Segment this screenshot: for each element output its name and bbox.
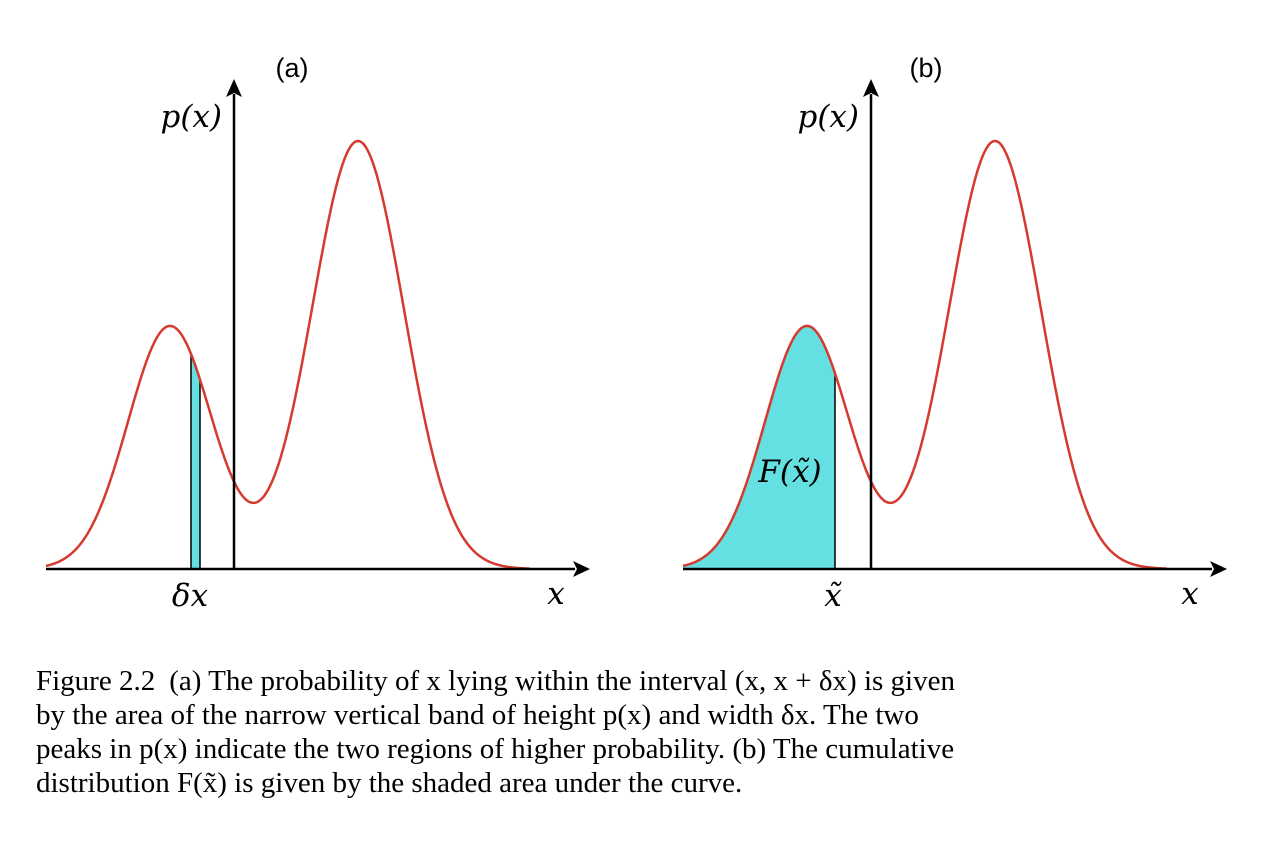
x-axis-label: x — [1181, 576, 1199, 612]
probability-band — [190, 353, 201, 570]
y-axis-arrow-icon — [226, 79, 242, 97]
panel-label: (a) — [276, 53, 309, 83]
figure-label: Figure 2.2 — [36, 665, 156, 697]
figure-caption: Figure 2.2 (a) The probability of x lying… — [36, 664, 1248, 800]
x-axis-arrow-icon — [573, 561, 590, 577]
x-tilde-label: x̃ — [824, 578, 842, 614]
caption-line: by the area of the narrow vertical band … — [36, 699, 919, 731]
x-axis-label: x — [547, 576, 565, 612]
caption-text: (a) The probability of x lying within th… — [169, 665, 955, 697]
cumulative-area — [683, 325, 835, 569]
x-axis-arrow-icon — [1210, 561, 1227, 577]
density-curve — [682, 139, 1167, 570]
cumulative-label: F(x̃) — [757, 454, 821, 490]
density-curve — [45, 139, 530, 570]
y-axis-label: p(x) — [160, 99, 222, 135]
panel-label: (b) — [910, 53, 943, 83]
delta-x-label: δx — [172, 578, 209, 614]
panel-b: (b) p(x) x x̃ F(x̃) — [682, 53, 1227, 614]
y-axis-label: p(x) — [797, 99, 859, 135]
caption-line: distribution F(x̃) is given by the shade… — [36, 767, 743, 799]
caption-line: Figure 2.2 (a) The probability of x lying… — [36, 664, 1248, 698]
panel-a: (a) p(x) x δx — [45, 53, 590, 614]
figure-diagram: (a) p(x) x δx (b) p(x) x x̃ F(x̃) — [45, 53, 1227, 614]
caption-line: peaks in p(x) indicate the two regions o… — [36, 733, 955, 765]
y-axis-arrow-icon — [863, 79, 879, 97]
